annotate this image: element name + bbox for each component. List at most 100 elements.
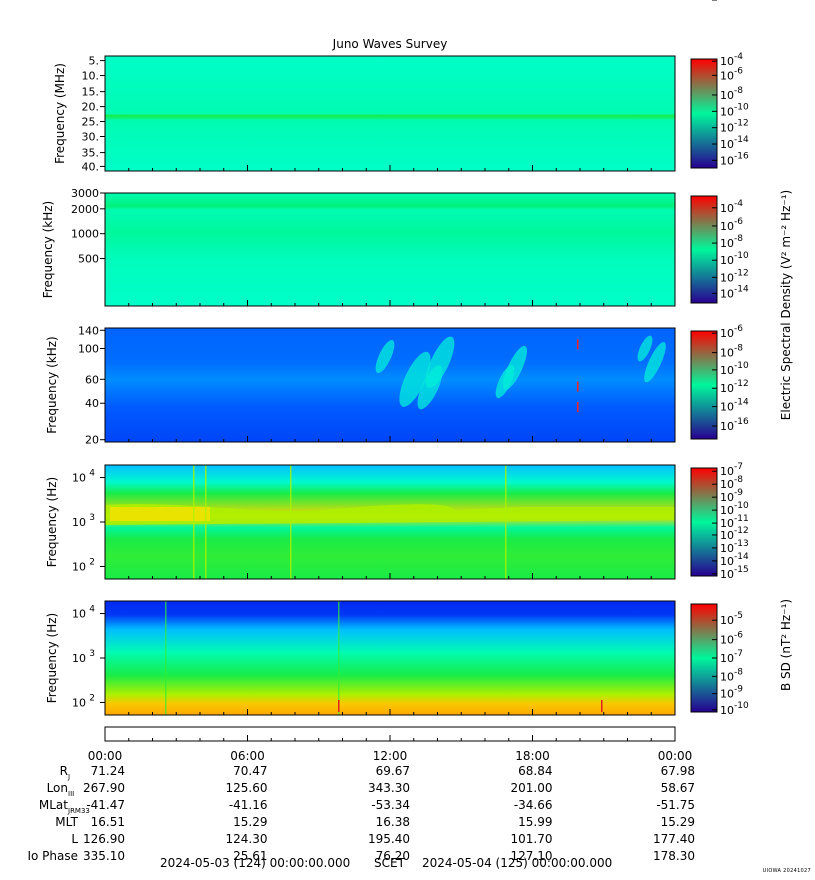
ylabel-1: Frequency (MHz)	[53, 63, 67, 164]
ytick-label-2-4: 500	[78, 253, 99, 266]
svg-text:-12: -12	[734, 268, 749, 278]
svg-text:10: 10	[720, 138, 734, 151]
svg-text:10: 10	[72, 472, 86, 485]
ytick-label-5-3: 10 2	[72, 693, 95, 709]
ephemeris-row-4: MLT 16.51 15.29 16.38 15.99 15.29	[55, 815, 695, 829]
svg-text:10: 10	[720, 105, 734, 118]
svg-text:-4: -4	[734, 52, 743, 62]
ephemeris-value-4: 127.10	[511, 849, 553, 863]
ephemeris-label-sub: III	[68, 790, 74, 798]
ephemeris-value-4: 15.99	[518, 815, 552, 829]
svg-text:10: 10	[720, 69, 734, 82]
spike-mark-2	[577, 381, 579, 392]
spectrogram-image-5	[105, 601, 675, 715]
ephemeris-value-3: 76.20	[376, 849, 410, 863]
svg-text:10: 10	[720, 568, 734, 581]
time-axis: 00:00 06:00 12:00 18:00 00:00	[88, 726, 693, 763]
svg-text:10: 10	[720, 491, 734, 504]
ytick-label-3-1: 140	[78, 324, 99, 337]
time-tick-label-1: 00:00	[88, 749, 123, 763]
ephemeris-value-5: 177.40	[653, 832, 695, 846]
ephemeris-value-3: 195.40	[368, 832, 410, 846]
time-tick-label-2: 06:00	[230, 749, 265, 763]
svg-text:-11: -11	[734, 0, 749, 3]
ylabel-3: Frequency (kHz)	[45, 336, 59, 433]
svg-text:-8: -8	[734, 344, 743, 354]
svg-text:10: 10	[720, 271, 734, 284]
ephemeris-row-2: Lon III 267.90 125.60 343.30 201.00 58.67	[47, 781, 695, 798]
ytick-label-1-6: 30.	[82, 131, 100, 144]
svg-text:10: 10	[720, 420, 734, 433]
ytick-label-5-1: 10 4	[72, 605, 95, 621]
svg-text:-12: -12	[734, 379, 749, 389]
svg-text:-16: -16	[734, 151, 749, 161]
ephemeris-label: MLat	[39, 798, 68, 812]
ylabel-4: Frequency (Hz)	[45, 477, 59, 568]
svg-text:10: 10	[72, 652, 86, 665]
colorbar-tick-2-3: 10 -8	[720, 234, 743, 250]
ephemeris-value-1: 267.90	[83, 781, 125, 795]
spectrogram-image-2	[105, 193, 675, 306]
svg-text:10: 10	[72, 516, 86, 529]
svg-text:-7: -7	[734, 462, 743, 472]
ephemeris-value-5: 178.30	[653, 849, 695, 863]
panel-1: 5. 10. 15. 20. 25. 30. 35.40. Frequency (MHz) 10…	[53, 52, 749, 173]
time-tick-label-5: 00:00	[658, 749, 693, 763]
ephemeris-row-5: L 126.90 124.30 195.40 101.70 177.40	[71, 832, 695, 846]
svg-text:10: 10	[720, 670, 734, 683]
svg-text:10: 10	[720, 542, 734, 555]
ephemeris-value-2: 15.29	[233, 815, 267, 829]
ytick-label-1-1: 5.	[89, 55, 100, 68]
emission-band-intense	[105, 503, 675, 525]
svg-text:-6: -6	[734, 324, 743, 334]
svg-text:-9: -9	[734, 488, 743, 498]
svg-text:10: 10	[72, 696, 86, 709]
ytick-label-4-2: 10 3	[72, 513, 95, 529]
emission-burst-6	[495, 365, 515, 399]
colorbar-tick-5-4: 10 -8	[720, 667, 743, 683]
ephemeris-label-sub: JRM33	[67, 807, 90, 815]
ephemeris-value-2: 25.61	[233, 849, 267, 863]
vertical-streak-2	[205, 465, 207, 579]
svg-text:4: 4	[89, 469, 95, 479]
ytick-label-4-3: 10 2	[72, 557, 95, 573]
ephemeris-value-4: -34.66	[514, 798, 553, 812]
ytick-label-1-3: 15.	[82, 86, 100, 99]
ytick-label-1-5: 25.	[82, 116, 100, 129]
ephemeris-row-1: R J 71.24 70.47 69.67 68.84 67.98	[60, 764, 695, 781]
svg-text:-14: -14	[734, 552, 749, 562]
svg-text:-8: -8	[734, 86, 743, 96]
spike-mark-1	[577, 339, 579, 350]
ephemeris-value-5: 67.98	[661, 764, 695, 778]
svg-text:-7: -7	[734, 649, 743, 659]
chart-title: Juno Waves Survey	[332, 37, 448, 51]
ylabel-5: Frequency (Hz)	[45, 613, 59, 704]
colorbar-tick-2-4: 10 -10	[720, 251, 749, 267]
svg-text:10: 10	[720, 0, 734, 3]
ytick-label-4-1: 10 4	[72, 469, 95, 485]
colorbar-tick-4-7: 10 -13	[720, 539, 749, 555]
svg-text:10: 10	[720, 634, 734, 647]
svg-text:10: 10	[72, 608, 86, 621]
colorbar-tick-3-5: 10 -14	[720, 398, 749, 414]
ytick-label-2-1: 3000	[71, 187, 99, 200]
colorbar-tick-3-1: 10 -6	[720, 324, 743, 340]
svg-text:10: 10	[720, 347, 734, 360]
svg-text:4: 4	[89, 605, 95, 615]
colorbar-tick-5-5: 10 -9	[720, 685, 743, 701]
ytick-label-1-7: 35.	[82, 147, 100, 160]
ephemeris-value-2: 124.30	[226, 832, 268, 846]
ephemeris-label: L	[71, 832, 78, 846]
svg-text:10: 10	[720, 704, 734, 717]
ephemeris-value-3: 69.67	[376, 764, 410, 778]
spectrogram-image-1	[105, 56, 675, 171]
colorbar-tick-4-8: 10 -14	[720, 552, 749, 568]
svg-text:-10: -10	[734, 501, 749, 511]
ephemeris-value-3: -53.34	[371, 798, 410, 812]
ephemeris-value-4: 201.00	[511, 781, 553, 795]
ytick-label-3-2: 100	[78, 343, 99, 356]
svg-text:10: 10	[720, 382, 734, 395]
ephemeris-value-2: 125.60	[226, 781, 268, 795]
